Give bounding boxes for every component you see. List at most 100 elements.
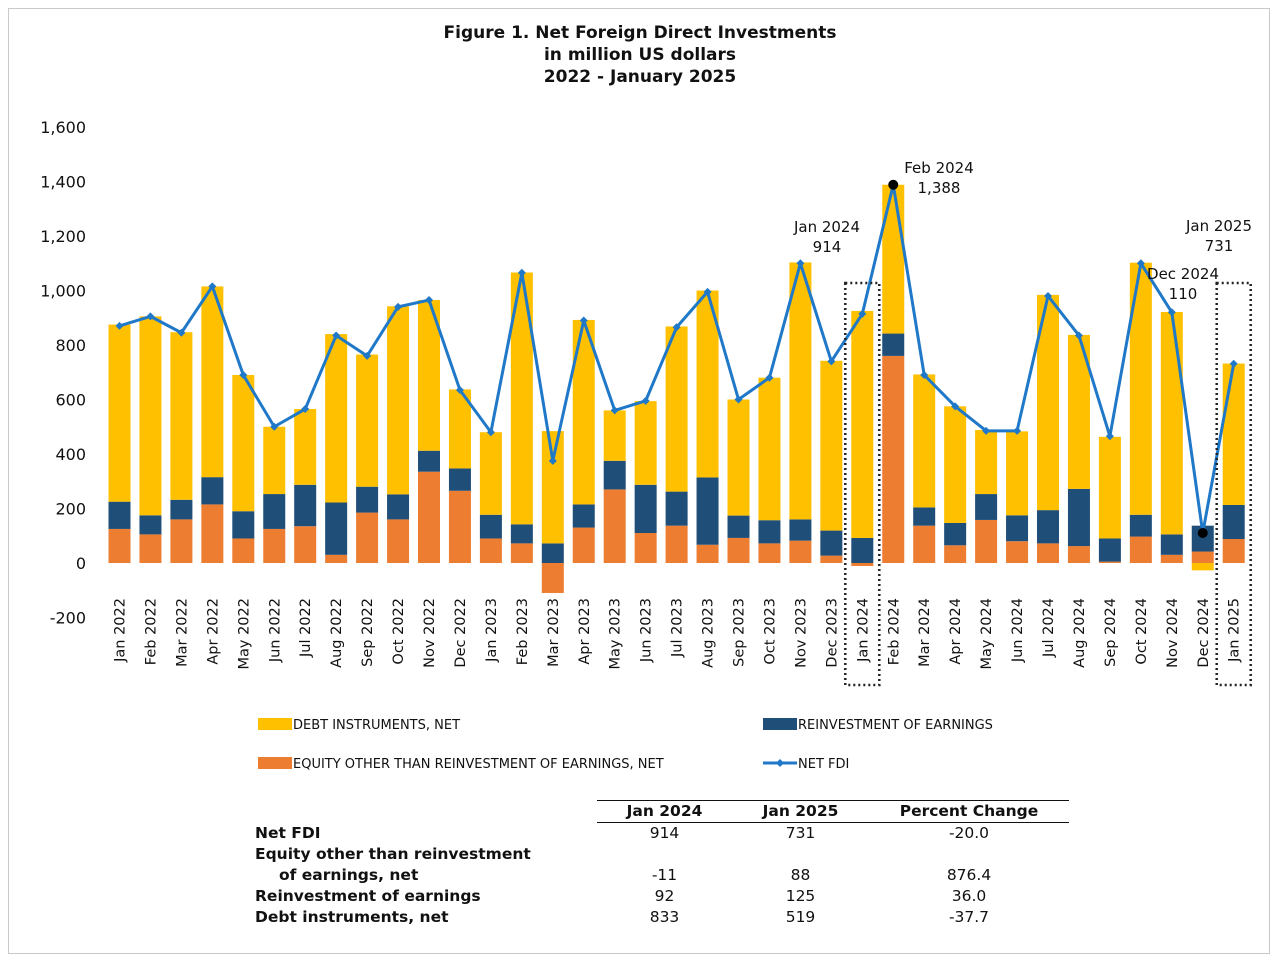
row-label: Debt instruments, net — [255, 908, 449, 926]
bar-equity — [603, 489, 626, 563]
legend-label: NET FDI — [798, 757, 849, 772]
bar-equity — [1222, 539, 1245, 563]
bar-reinvestment — [665, 491, 688, 526]
bar-debt — [820, 360, 843, 531]
legend-label: REINVESTMENT OF EARNINGS — [798, 718, 993, 733]
cell-value: 519 — [785, 908, 816, 926]
bar-equity — [139, 534, 162, 563]
y-tick-label: -200 — [50, 609, 86, 628]
net-fdi-marker — [146, 312, 155, 321]
annotation-label: Jan 2025 — [1185, 217, 1252, 235]
net-fdi-line — [115, 180, 1238, 538]
y-tick-label: 1,600 — [40, 118, 86, 137]
table-header: Jan 2024 — [597, 800, 732, 823]
bar-reinvestment — [634, 484, 657, 534]
net-fdi-marker — [734, 395, 743, 404]
row-label: of earnings, net — [279, 866, 419, 884]
legend-marker-net-fdi — [776, 759, 784, 767]
net-fdi-marker — [1167, 308, 1176, 317]
net-fdi-marker — [982, 426, 991, 435]
highlight-dot — [1197, 528, 1208, 539]
table-header: Jan 2025 — [732, 800, 869, 823]
cell-value: 914 — [649, 824, 680, 842]
net-fdi-marker — [332, 331, 341, 340]
bar-equity — [665, 525, 688, 563]
bar-equity — [479, 538, 502, 563]
bar-equity — [1098, 561, 1121, 563]
x-tick-label: Feb 2023 — [515, 598, 531, 665]
row-label: Equity other than reinvestment — [255, 845, 531, 863]
bar-reinvestment — [727, 515, 750, 538]
summary-table: Jan 2024 Jan 2025 Percent Change Net FDI… — [255, 800, 1069, 928]
bar-debt — [356, 354, 379, 487]
x-tick-label: May 2022 — [236, 598, 252, 670]
title-line-2: in million US dollars — [543, 45, 736, 65]
x-tick-label: Dec 2023 — [824, 598, 840, 668]
bar-equity — [108, 528, 131, 563]
bar-debt — [913, 374, 936, 508]
bar-reinvestment — [851, 537, 874, 563]
net-fdi-marker — [703, 287, 712, 296]
bar-debt — [108, 324, 131, 502]
legend: DEBT INSTRUMENTS, NET REINVESTMENT OF EAR… — [258, 718, 993, 772]
annotation-value: 1,388 — [918, 179, 961, 197]
bar-equity — [263, 528, 286, 563]
x-tick-label: Aug 2023 — [701, 598, 717, 668]
net-fdi-marker — [827, 357, 836, 366]
bar-debt — [944, 406, 967, 523]
bar-reinvestment — [108, 501, 131, 529]
net-fdi-marker — [208, 282, 217, 291]
table-header-row: Jan 2024 Jan 2025 Percent Change — [255, 800, 1069, 823]
net-fdi-marker — [394, 302, 403, 311]
cell-value: 36.0 — [951, 887, 987, 905]
bar-reinvestment — [572, 504, 595, 528]
table-row: Equity other than reinvestment — [255, 844, 1069, 865]
bar-debt — [1067, 334, 1090, 489]
bar-debt — [572, 319, 595, 505]
x-tick-label: Oct 2022 — [391, 598, 407, 665]
x-tick-label: Jul 2023 — [670, 598, 686, 658]
cell-value: -11 — [651, 866, 678, 884]
bar-reinvestment — [1129, 514, 1152, 537]
net-fdi-marker — [858, 309, 867, 318]
bar-debt — [758, 377, 781, 521]
annotation-label: Jan 2024 — [793, 218, 860, 236]
bar-reinvestment — [696, 477, 719, 545]
bar-equity — [418, 471, 440, 563]
net-fdi-marker — [579, 316, 588, 325]
annotations: Jan 2024 914 Feb 2024 1,388 Dec 2024 110 Jan 2… — [793, 159, 1252, 539]
bar-equity — [696, 544, 719, 563]
net-fdi-marker — [1074, 331, 1083, 340]
x-tick-label: Oct 2023 — [762, 598, 778, 665]
cell-value: -37.7 — [948, 908, 990, 926]
bar-equity — [1191, 551, 1214, 563]
net-fdi-marker — [301, 405, 310, 414]
x-tick-label: May 2023 — [608, 598, 624, 670]
bar-equity — [882, 355, 905, 563]
bar-debt — [975, 430, 998, 495]
bar-reinvestment — [232, 511, 255, 539]
legend-label: EQUITY OTHER THAN REINVESTMENT OF EARNIN… — [293, 757, 664, 772]
bar-reinvestment — [975, 494, 998, 520]
x-tick-label: Aug 2024 — [1072, 598, 1088, 668]
bar-debt — [727, 399, 750, 516]
highlight-box — [1215, 281, 1252, 687]
y-tick-label: 0 — [76, 554, 86, 573]
bar-debt — [851, 310, 874, 538]
x-tick-label: May 2024 — [979, 598, 995, 670]
bar-debt — [1160, 312, 1183, 535]
bar-reinvestment — [913, 507, 936, 526]
bar-equity — [913, 525, 936, 563]
bar-equity — [820, 555, 843, 563]
bar-equity — [170, 519, 193, 563]
bar-reinvestment — [1160, 534, 1183, 555]
x-tick-label: Jan 2023 — [484, 598, 500, 663]
bar-equity — [851, 563, 874, 566]
bar-debt — [1037, 294, 1059, 511]
cell-value — [869, 844, 1069, 865]
annotation-value: 914 — [813, 238, 842, 256]
bar-equity — [727, 537, 750, 563]
bar-reinvestment — [758, 520, 781, 544]
bar-debt — [201, 286, 224, 478]
bar-debt — [696, 290, 719, 478]
